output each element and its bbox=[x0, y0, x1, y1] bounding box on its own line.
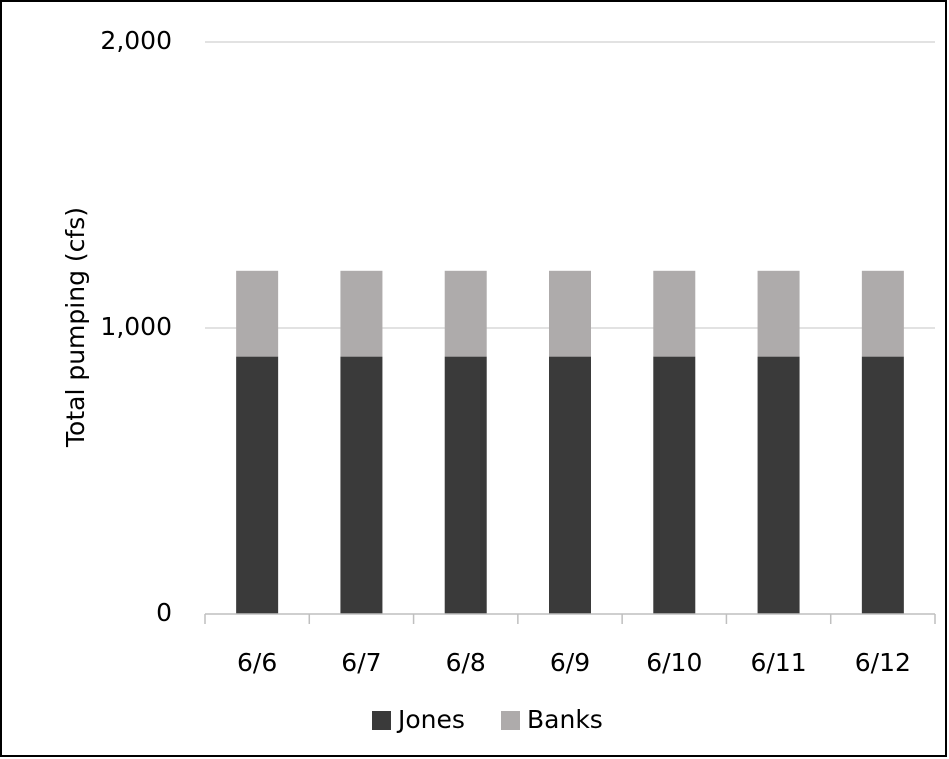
y-axis-ticks: 0 1,000 2,000 bbox=[100, 26, 172, 627]
bar-jones-0 bbox=[236, 356, 279, 614]
bars bbox=[236, 270, 904, 614]
bar-jones-3 bbox=[549, 356, 591, 614]
x-tick-label: 6/8 bbox=[446, 648, 486, 677]
bar-banks-3 bbox=[549, 270, 591, 357]
bar-banks-0 bbox=[236, 270, 279, 357]
bar-jones-6 bbox=[861, 356, 904, 614]
y-tick-label: 1,000 bbox=[100, 312, 172, 341]
x-axis-ticks: 6/6 6/7 6/8 6/9 6/10 6/11 6/12 bbox=[237, 648, 911, 677]
bar-banks-2 bbox=[444, 270, 487, 357]
bar-jones-2 bbox=[444, 356, 487, 614]
x-tick-label: 6/10 bbox=[646, 648, 702, 677]
y-tick-label: 0 bbox=[156, 598, 172, 627]
bar-banks-4 bbox=[653, 270, 696, 357]
x-tick-label: 6/11 bbox=[751, 648, 807, 677]
x-tick-label: 6/12 bbox=[855, 648, 911, 677]
legend-swatch-banks bbox=[501, 711, 520, 730]
bar-banks-5 bbox=[757, 270, 800, 357]
legend-label-banks: Banks bbox=[527, 705, 603, 734]
x-tick-label: 6/6 bbox=[237, 648, 277, 677]
bar-jones-5 bbox=[757, 356, 800, 614]
legend: Jones Banks bbox=[372, 705, 603, 734]
legend-label-jones: Jones bbox=[396, 705, 465, 734]
bar-jones-1 bbox=[340, 356, 383, 614]
bar-jones-4 bbox=[653, 356, 696, 614]
y-axis-title: Total pumping (cfs) bbox=[61, 207, 90, 448]
x-axis bbox=[204, 613, 936, 624]
bar-banks-6 bbox=[861, 270, 904, 357]
y-tick-label: 2,000 bbox=[100, 26, 172, 55]
x-tick-label: 6/9 bbox=[550, 648, 590, 677]
legend-swatch-jones bbox=[372, 711, 391, 730]
bar-banks-1 bbox=[340, 270, 383, 357]
x-tick-label: 6/7 bbox=[341, 648, 381, 677]
